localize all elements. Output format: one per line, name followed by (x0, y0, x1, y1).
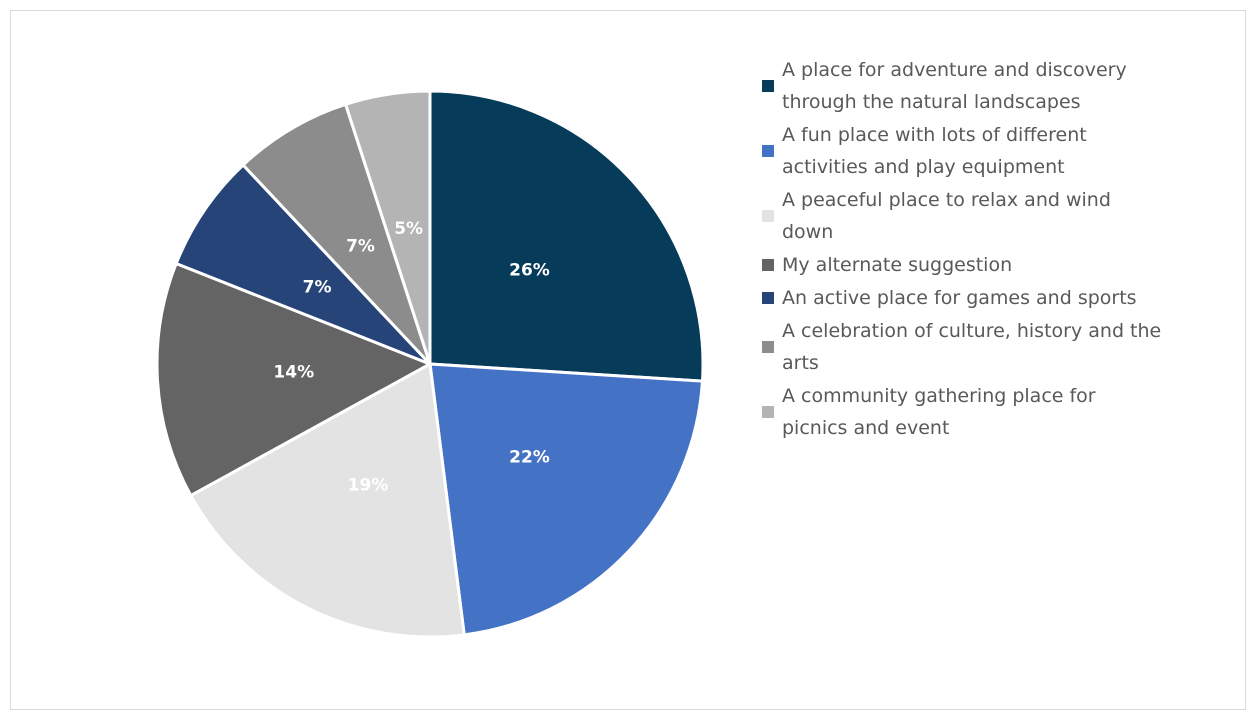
legend-swatch (762, 80, 774, 92)
legend-swatch (762, 292, 774, 304)
pie-slice (428, 362, 705, 637)
legend-label: A celebration of culture, history and th… (782, 320, 1162, 374)
pie-slice (188, 361, 466, 639)
data-label: 5% (394, 219, 423, 239)
pie-slice (428, 89, 705, 383)
legend-label: A fun place with lots of different activ… (782, 124, 1087, 178)
legend-swatch (762, 341, 774, 353)
legend-item: An active place for games and sports (762, 282, 1162, 314)
legend-item: A fun place with lots of different activ… (762, 119, 1162, 183)
pie-slice (240, 102, 432, 366)
data-label: 19% (348, 476, 389, 496)
pie-slice (343, 89, 432, 365)
legend-label: My alternate suggestion (782, 254, 1013, 276)
legend-swatch (762, 210, 774, 222)
pie-slice (155, 261, 434, 498)
data-label: 14% (273, 363, 314, 383)
legend-label: A community gathering place for picnics … (782, 385, 1096, 439)
data-label: 22% (509, 447, 550, 467)
legend: A place for adventure and discovery thro… (762, 54, 1162, 445)
data-label: 7% (303, 277, 332, 297)
legend-item: My alternate suggestion (762, 249, 1162, 281)
legend-item: A peaceful place to relax and wind down (762, 184, 1162, 248)
legend-item: A community gathering place for picnics … (762, 380, 1162, 444)
data-label: 26% (509, 261, 550, 281)
legend-swatch (762, 406, 774, 418)
legend-label: An active place for games and sports (782, 287, 1137, 309)
legend-label: A peaceful place to relax and wind down (782, 189, 1111, 243)
legend-swatch (762, 145, 774, 157)
legend-label: A place for adventure and discovery thro… (782, 59, 1127, 113)
legend-swatch (762, 259, 774, 271)
pie-slice (174, 162, 432, 366)
data-label: 7% (346, 237, 375, 257)
legend-item: A place for adventure and discovery thro… (762, 54, 1162, 118)
chart-frame (10, 10, 1246, 710)
legend-item: A celebration of culture, history and th… (762, 315, 1162, 379)
